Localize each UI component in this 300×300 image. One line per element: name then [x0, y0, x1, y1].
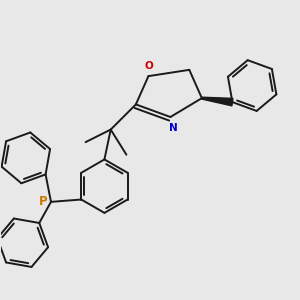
Text: O: O [144, 61, 153, 71]
Text: P: P [39, 195, 47, 208]
Polygon shape [202, 97, 233, 106]
Text: N: N [169, 123, 178, 133]
